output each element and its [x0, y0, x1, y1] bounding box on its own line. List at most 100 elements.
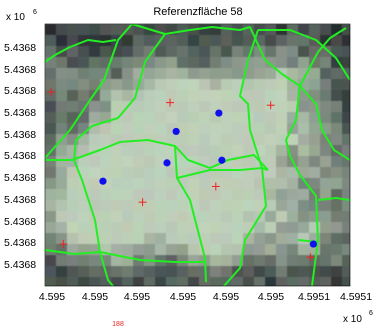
image-pixel [199, 178, 211, 190]
image-pixel [155, 200, 167, 212]
image-pixel [188, 167, 200, 179]
image-pixel [188, 101, 200, 113]
image-pixel [155, 123, 167, 135]
image-pixel [45, 134, 57, 146]
image-pixel [56, 145, 68, 157]
image-pixel [221, 134, 233, 146]
image-pixel [342, 189, 350, 201]
image-pixel [309, 134, 321, 146]
image-pixel [221, 255, 233, 267]
image-pixel [155, 189, 167, 201]
image-pixel [188, 134, 200, 146]
image-pixel [177, 200, 189, 212]
image-pixel [287, 134, 299, 146]
blue-marker [163, 159, 171, 167]
blue-marker [172, 127, 180, 136]
image-pixel [56, 35, 68, 47]
image-pixel [133, 189, 145, 201]
image-pixel [89, 79, 101, 91]
image-pixel [265, 244, 277, 256]
image-pixel [133, 266, 145, 278]
image-pixel [144, 211, 156, 223]
image-pixel [221, 101, 233, 113]
image-pixel [111, 255, 123, 267]
bottom-number: 188 [112, 321, 124, 326]
image-pixel [144, 101, 156, 113]
image-pixel [67, 123, 79, 135]
image-pixel [100, 112, 112, 124]
image-pixel [254, 222, 266, 234]
image-pixel [188, 145, 200, 157]
image-pixel [67, 112, 79, 124]
image-pixel [221, 57, 233, 69]
image-pixel [122, 134, 134, 146]
image-pixel [144, 156, 156, 168]
image-pixel [331, 277, 343, 286]
image-pixel [56, 79, 68, 91]
image-pixel [78, 244, 90, 256]
segment-line-4 [73, 33, 166, 161]
image-pixel [155, 178, 167, 190]
image-pixel [265, 233, 277, 245]
image-pixel [221, 178, 233, 190]
image-pixel [177, 112, 189, 124]
image-pixel [276, 79, 288, 91]
image-pixel [199, 244, 211, 256]
image-pixel [232, 178, 244, 190]
image-pixel [100, 46, 112, 58]
image-pixel [254, 145, 266, 157]
image-pixel [199, 123, 211, 135]
image-pixel [320, 200, 332, 212]
image-pixel [199, 46, 211, 58]
image-pixel [56, 189, 68, 201]
image-pixel [166, 167, 178, 179]
image-pixel [45, 46, 57, 58]
image-pixel [309, 178, 321, 190]
image-pixel [232, 57, 244, 69]
image-pixel [243, 57, 255, 69]
image-pixel [45, 233, 57, 245]
image-pixel [221, 79, 233, 91]
image-pixel [309, 46, 321, 58]
image-pixel [155, 222, 167, 234]
image-pixel [232, 134, 244, 146]
image-pixel [309, 79, 321, 91]
image-pixel [133, 178, 145, 190]
image-pixel [78, 46, 90, 58]
image-pixel [56, 156, 68, 168]
image-pixel [276, 178, 288, 190]
image-pixel [287, 189, 299, 201]
image-pixel [254, 35, 266, 47]
image-pixel [210, 57, 222, 69]
x-tick-labels: 4.595 4.595 4.595 4.595 4.595 4.595 4.59… [39, 291, 372, 303]
image-pixel [155, 134, 167, 146]
image-pixel [67, 200, 79, 212]
image-pixel [78, 79, 90, 91]
image-pixel [67, 266, 79, 278]
image-pixel [122, 222, 134, 234]
image-pixel [122, 244, 134, 256]
image-pixel [276, 134, 288, 146]
image-pixel [188, 90, 200, 102]
image-pixel [276, 255, 288, 267]
image-pixel [188, 255, 200, 267]
image-pixel [331, 244, 343, 256]
image-pixel [298, 123, 310, 135]
image-pixel [276, 244, 288, 256]
image-pixel [210, 35, 222, 47]
image-pixel [133, 255, 145, 267]
image-pixel [232, 200, 244, 212]
image-pixel [320, 46, 332, 58]
image-pixel [100, 189, 112, 201]
segment-line-2 [131, 24, 251, 35]
image-pixel [133, 101, 145, 113]
blue-marker [215, 109, 223, 117]
image-pixel [111, 277, 123, 286]
image-pixel [243, 233, 255, 245]
image-pixel [56, 112, 68, 124]
image-pixel [210, 156, 222, 168]
image-pixel [298, 277, 310, 286]
image-pixel [199, 167, 211, 179]
image-pixel [287, 46, 299, 58]
image-pixel [144, 68, 156, 80]
